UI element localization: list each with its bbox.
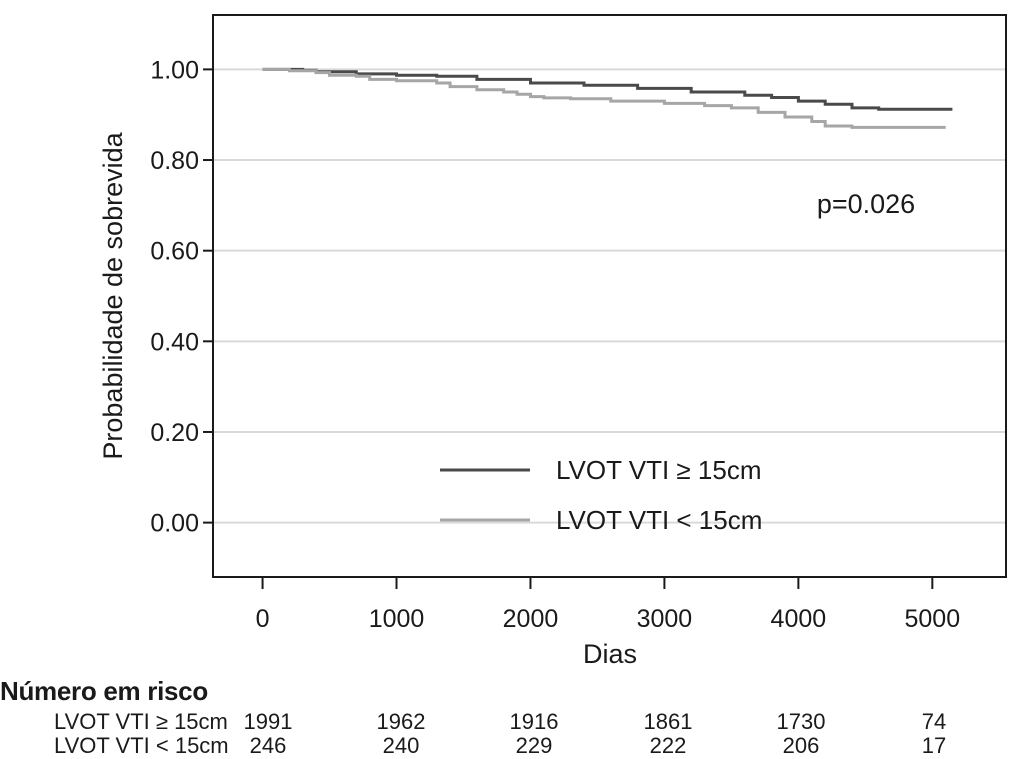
x-tick-label: 5000: [905, 605, 961, 633]
y-tick-label: 1.00: [150, 56, 199, 84]
y-tick-label: 0.20: [150, 419, 199, 447]
legend: LVOT VTI ≥ 15cm LVOT VTI < 15cm: [440, 455, 762, 535]
risk-value: 17: [921, 733, 947, 758]
risk-table-title: Número em risco: [0, 676, 208, 706]
risk-value: 206: [782, 733, 820, 758]
survival-curves: [262, 67, 953, 129]
y-axis-label: Probabilidade de sobrevida: [98, 131, 128, 459]
risk-row: LVOT VTI ≥ 15cm 1991 1962 1916 1861 1730 74: [0, 709, 1024, 735]
risk-row-label: LVOT VTI ≥ 15cm: [54, 709, 228, 734]
legend-label: LVOT VTI ≥ 15cm: [556, 455, 761, 485]
risk-value: 1861: [643, 709, 693, 734]
x-tick-label: 2000: [503, 605, 559, 633]
risk-value: 240: [382, 733, 420, 758]
survival-curve-2: [262, 67, 946, 129]
legend-label: LVOT VTI < 15cm: [556, 505, 762, 535]
survival-curve-1: [262, 67, 953, 111]
risk-value: 74: [921, 709, 947, 734]
x-axis: 0 1000 2000 3000 4000 5000: [256, 577, 961, 633]
plot-frame: [212, 14, 1007, 578]
y-tick-label: 0.40: [150, 328, 199, 356]
survival-chart: 0.00 0.20 0.40 0.60 0.80 1.00 0 1000 2000 3000 40…: [98, 14, 1007, 669]
risk-value: 1916: [509, 709, 559, 734]
risk-value: 229: [515, 733, 553, 758]
gridlines: [214, 68, 1005, 524]
y-tick-label: 0.60: [150, 238, 199, 266]
x-tick-label: 0: [256, 605, 270, 633]
x-tick-label: 1000: [369, 605, 425, 633]
risk-row-label: LVOT VTI < 15cm: [54, 733, 229, 758]
risk-value: 1730: [776, 709, 826, 734]
x-tick-label: 4000: [771, 605, 827, 633]
y-tick-label: 0.80: [150, 147, 199, 175]
risk-row: LVOT VTI < 15cm 246 240 229 222 206 17: [0, 733, 1024, 759]
p-value-annotation: p=0.026: [817, 189, 915, 219]
x-tick-label: 3000: [637, 605, 693, 633]
risk-value: 1962: [376, 709, 426, 734]
risk-value: 222: [649, 733, 687, 758]
y-axis: 0.00 0.20 0.40 0.60 0.80 1.00: [150, 56, 213, 538]
y-tick-label: 0.00: [150, 510, 199, 538]
risk-value: 246: [249, 733, 287, 758]
risk-value: 1991: [243, 709, 293, 734]
x-axis-label: Dias: [583, 639, 637, 669]
